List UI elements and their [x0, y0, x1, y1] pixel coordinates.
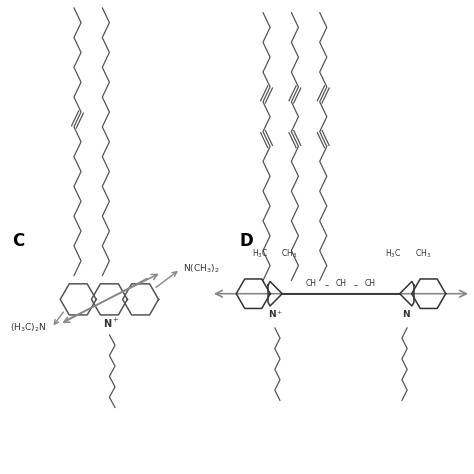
- Text: CH$_3$: CH$_3$: [281, 247, 297, 260]
- Text: N: N: [402, 310, 410, 319]
- Text: N(CH$_3$)$_2$: N(CH$_3$)$_2$: [182, 263, 219, 275]
- Text: H$_3$C: H$_3$C: [385, 247, 401, 260]
- Text: H$_3$C: H$_3$C: [252, 247, 269, 260]
- Text: –: –: [324, 281, 328, 290]
- Text: C: C: [12, 232, 25, 250]
- Text: CH: CH: [365, 279, 376, 288]
- Text: (H$_3$C)$_2$N: (H$_3$C)$_2$N: [10, 321, 47, 334]
- Text: N$^+$: N$^+$: [103, 317, 119, 329]
- Text: CH: CH: [336, 279, 346, 288]
- Text: –: –: [354, 281, 358, 290]
- Text: N$^+$: N$^+$: [268, 309, 284, 320]
- Text: CH: CH: [306, 279, 317, 288]
- Text: D: D: [239, 232, 253, 250]
- Text: CH$_3$: CH$_3$: [415, 247, 431, 260]
